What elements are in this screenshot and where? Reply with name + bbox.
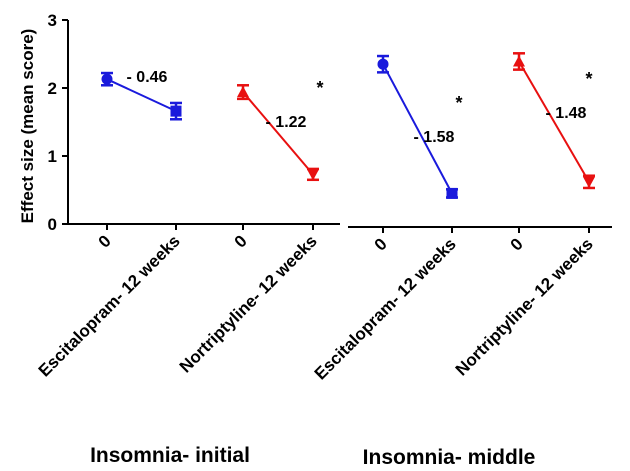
x-tick-label: 0 — [231, 231, 251, 251]
y-tick-label: 3 — [48, 11, 57, 30]
series-line — [382, 63, 453, 194]
difference-label: - 1.48 — [546, 105, 587, 122]
x-tick-label: 0 — [95, 231, 115, 251]
y-tick-label: 0 — [48, 215, 57, 234]
difference-label: - 1.22 — [266, 114, 307, 131]
data-point — [170, 105, 182, 117]
y-tick-label: 1 — [48, 147, 57, 166]
x-tick-label: 0 — [507, 234, 527, 254]
difference-label: - 1.58 — [414, 129, 455, 146]
axes — [62, 19, 612, 233]
data-point — [101, 73, 113, 85]
x-tick-label: Nortriptyline- 12 weeks — [452, 234, 597, 379]
data-point — [307, 169, 319, 181]
y-axis-title: Effect size (mean score) — [18, 29, 37, 224]
series-line — [518, 60, 590, 183]
x-tick-label: Nortriptyline- 12 weeks — [176, 231, 321, 376]
significance-star: * — [585, 69, 592, 89]
group-label: Insomnia- middle — [363, 446, 536, 469]
y-tick-label: 2 — [48, 79, 57, 98]
data-point — [377, 58, 389, 70]
data-point — [583, 176, 595, 188]
difference-label: - 0.46 — [127, 69, 168, 86]
x-tick-label: Escitalopram- 12 weeks — [35, 231, 184, 380]
significance-star: * — [316, 78, 323, 98]
series-line — [242, 91, 314, 176]
group-label: Insomnia- initial — [90, 444, 250, 467]
plot-area — [101, 52, 595, 199]
series-line — [106, 78, 177, 113]
significance-star: * — [455, 93, 462, 113]
data-point — [446, 187, 458, 199]
x-tick-label: 0 — [371, 234, 391, 254]
x-tick-label: Escitalopram- 12 weeks — [311, 234, 460, 383]
data-point — [237, 86, 249, 98]
data-point — [513, 55, 525, 67]
